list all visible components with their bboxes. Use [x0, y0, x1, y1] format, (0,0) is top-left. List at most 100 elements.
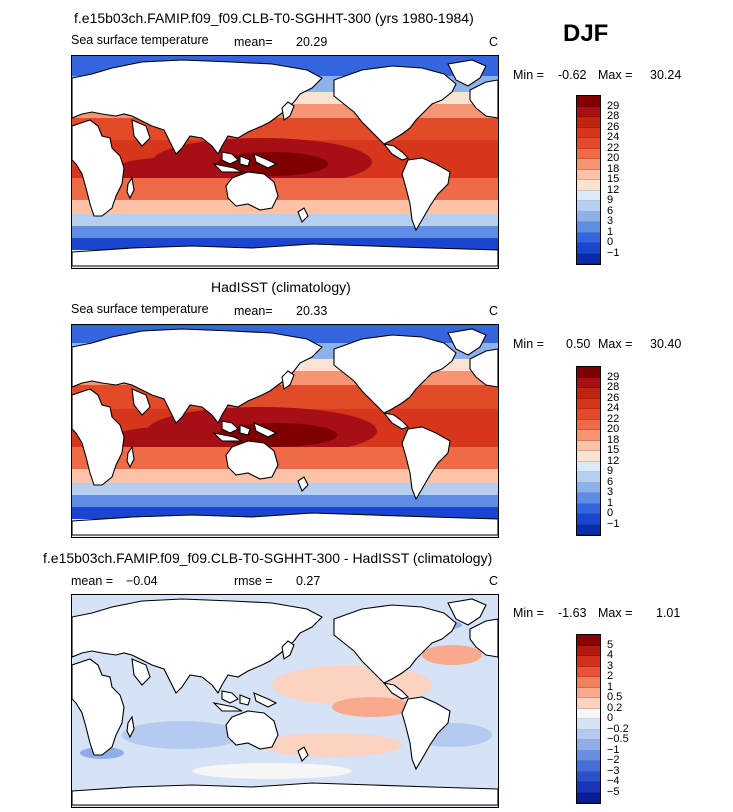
p2-band-9	[72, 483, 498, 495]
colorbar3-label: 4	[607, 649, 614, 661]
colorbar3-label: 5	[607, 638, 614, 651]
colorbar1-cell	[577, 253, 600, 264]
panel1-colorbar	[576, 95, 601, 265]
panel3-min-value: -1.63	[558, 606, 587, 620]
panel2-colorbar	[576, 366, 601, 536]
colorbar1-cell	[577, 96, 600, 107]
colorbar3-cell	[577, 771, 600, 782]
colorbar3-cell	[577, 645, 600, 656]
panel3-title: f.e15b03ch.FAMIP.f09_f09.CLB-T0-SGHHT-30…	[43, 550, 493, 566]
colorbar3-cell	[577, 677, 600, 688]
panel1-max-value: 30.24	[650, 68, 682, 82]
p1-band-8	[72, 200, 498, 214]
colorbar2-cell	[577, 419, 600, 430]
panel1-min-value: -0.62	[558, 68, 587, 82]
panel2-mean-label: mean=	[234, 304, 273, 318]
colorbar2-label: 12	[607, 454, 620, 467]
panel3-units: C	[489, 574, 499, 588]
colorbar1-label: 20	[607, 152, 620, 164]
colorbar1-cell	[577, 243, 600, 254]
p1-band-9	[72, 214, 498, 226]
colorbar3-label: −0.2	[607, 722, 629, 735]
colorbar3-cell	[577, 656, 600, 667]
colorbar2-label: 28	[607, 381, 620, 393]
colorbar3-cell	[577, 729, 600, 740]
season-label: DJF	[563, 20, 609, 47]
panel3-colorbar	[576, 634, 601, 804]
p1-band-7	[72, 178, 498, 200]
colorbar2-label: 26	[607, 391, 620, 404]
p3-neg-4	[192, 763, 352, 779]
colorbar3-cell	[577, 740, 600, 751]
colorbar3-label: 0	[607, 712, 614, 724]
colorbar1-label: 15	[607, 173, 620, 185]
colorbar3-cell	[577, 708, 600, 719]
colorbar1-cell	[577, 169, 600, 180]
colorbar3-label: 3	[607, 659, 614, 672]
colorbar3-cell	[577, 750, 600, 761]
panel2-max-label: Max =	[598, 337, 633, 351]
colorbar2-label: 1	[607, 496, 614, 509]
colorbar1-cell	[577, 201, 600, 212]
colorbar2-cell	[577, 451, 600, 462]
colorbar2-cell	[577, 503, 600, 514]
colorbar1-cell	[577, 211, 600, 222]
colorbar2-label: 0	[607, 507, 614, 519]
colorbar1-cell	[577, 117, 600, 128]
colorbar3-label: −2	[607, 754, 620, 766]
p2-band-7	[72, 447, 498, 469]
panel3-max-label: Max =	[598, 606, 633, 620]
colorbar2-label: 24	[607, 402, 620, 414]
panel3-min-label: Min =	[513, 606, 544, 620]
colorbar3-label: −0.5	[607, 733, 629, 745]
colorbar2-cell	[577, 482, 600, 493]
colorbar2-label: 9	[607, 465, 614, 477]
panel1-units: C	[489, 35, 499, 49]
colorbar2-cell	[577, 514, 600, 525]
p3-neg-1	[122, 721, 242, 749]
colorbar2-label: 18	[607, 433, 620, 446]
colorbar3-label: −1	[607, 743, 620, 756]
colorbar1-label: 12	[607, 183, 620, 196]
colorbar2-cell	[577, 430, 600, 441]
colorbar2-cell	[577, 493, 600, 504]
panel3-rmse-label: rmse =	[234, 574, 273, 588]
p3-pos-5	[422, 645, 482, 665]
panel3-rmse-value: 0.27	[296, 574, 321, 588]
colorbar2-label: 22	[607, 412, 620, 425]
colorbar1-label: 9	[607, 194, 614, 206]
colorbar3-label: 2	[607, 670, 614, 682]
colorbar2-cell	[577, 440, 600, 451]
panel2-variable: Sea surface temperature	[71, 302, 209, 316]
p2-band-8	[72, 469, 498, 483]
colorbar2-cell	[577, 377, 600, 388]
panel1-title: f.e15b03ch.FAMIP.f09_f09.CLB-T0-SGHHT-30…	[74, 10, 474, 26]
panel3-mean-label: mean =	[71, 574, 114, 588]
colorbar1-label: 6	[607, 204, 614, 217]
panel1-mean-value: 20.29	[296, 35, 328, 49]
panel1-map-svg	[72, 56, 498, 268]
p3-pos-4	[262, 733, 402, 757]
colorbar2-label: −1	[607, 517, 620, 530]
colorbar1-label: −1	[607, 246, 620, 259]
colorbar1-cell	[577, 222, 600, 233]
colorbar1-cell	[577, 190, 600, 201]
colorbar1-label: 24	[607, 131, 620, 143]
colorbar1-label: 26	[607, 120, 620, 133]
colorbar2-cell	[577, 524, 600, 535]
colorbar1-label: 1	[607, 225, 614, 238]
colorbar1-cell	[577, 106, 600, 117]
p1-band-10	[72, 226, 498, 238]
colorbar2-label: 6	[607, 475, 614, 488]
colorbar1-label: 28	[607, 110, 620, 122]
panel2-units: C	[489, 304, 499, 318]
colorbar2-cell	[577, 409, 600, 420]
p2-band-10	[72, 495, 498, 507]
panel3-mean-value: −0.04	[126, 574, 158, 588]
colorbar2-cell	[577, 461, 600, 472]
panel1-map	[71, 55, 499, 269]
colorbar3-label: −4	[607, 775, 620, 787]
colorbar3-cell	[577, 698, 600, 709]
colorbar2-label: 20	[607, 423, 620, 435]
colorbar1-cell	[577, 148, 600, 159]
